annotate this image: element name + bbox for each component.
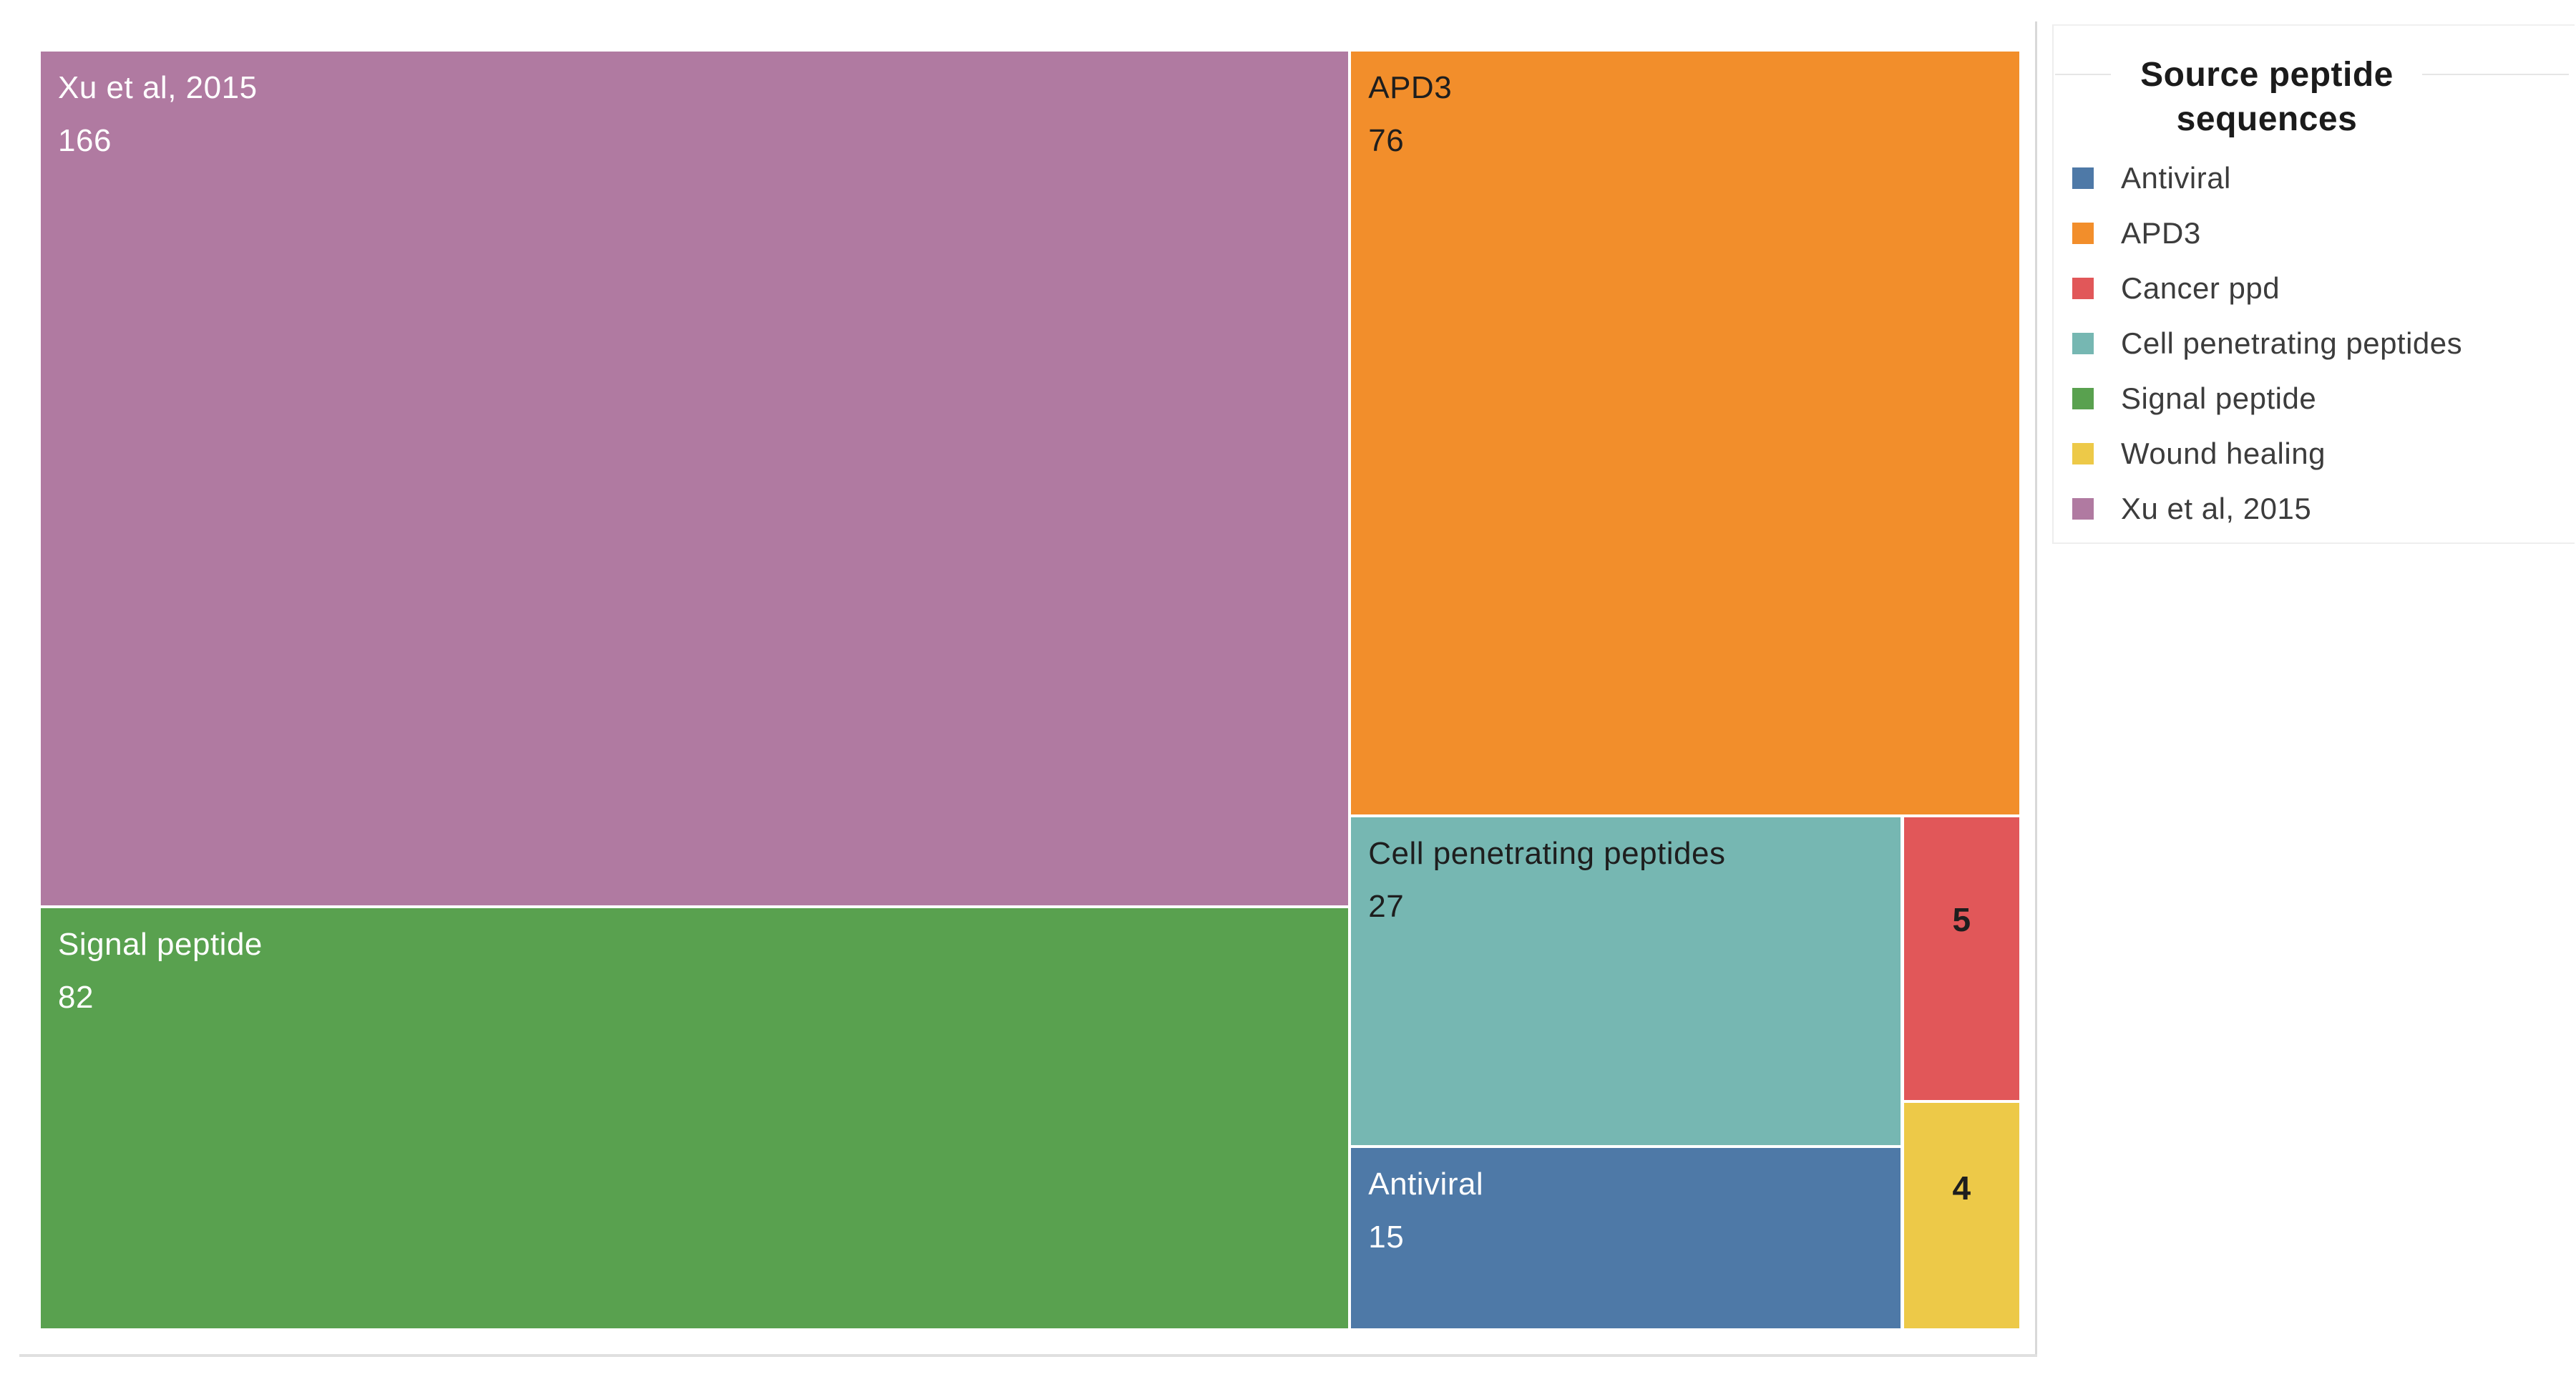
treemap: Xu et al, 2015 166 Signal peptide 82 APD3 76 C…: [39, 50, 2021, 1330]
tile-label: Antiviral 15: [1368, 1158, 1893, 1264]
tile-value-label: 166: [58, 123, 112, 158]
legend-swatch-icon: [2072, 387, 2094, 409]
legend-title-rule-left: [2055, 74, 2111, 75]
legend-title-rule-right: [2422, 74, 2569, 75]
legend-item-cell-penetrating-peptides[interactable]: Cell penetrating peptides: [2072, 316, 2566, 371]
treemap-tile-wound-healing[interactable]: 4: [1903, 1102, 2019, 1328]
legend-item-xu-et-al-2015[interactable]: Xu et al, 2015: [2072, 481, 2566, 536]
legend-item-signal-peptide[interactable]: Signal peptide: [2072, 371, 2566, 426]
legend-item-label: Cell penetrating peptides: [2121, 326, 2463, 360]
legend-swatch-icon: [2072, 167, 2094, 189]
legend-panel-border: [2052, 24, 2575, 544]
legend-item-wound-healing[interactable]: Wound healing: [2072, 426, 2566, 481]
tile-value-label: 27: [1368, 888, 1405, 924]
tile-name-label: Xu et al, 2015: [58, 70, 258, 105]
legend-item-apd3[interactable]: APD3: [2072, 205, 2566, 261]
legend-title: Source peptide sequences: [2052, 53, 2482, 142]
tile-label: Cell penetrating peptides 27: [1368, 827, 1893, 933]
tile-label: Xu et al, 2015 166: [58, 62, 1341, 167]
legend-swatch-icon: [2072, 497, 2094, 520]
treemap-tile-antiviral[interactable]: Antiviral 15: [1351, 1147, 1901, 1328]
tile-value-label: 76: [1368, 123, 1405, 158]
tile-label: APD3 76: [1368, 62, 2012, 167]
legend-title-line2: sequences: [2176, 100, 2358, 138]
chart-legend-separator: [2035, 21, 2037, 1356]
legend-swatch-icon: [2072, 332, 2094, 354]
tile-value-label: 4: [1952, 1169, 1971, 1207]
tile-name-label: Signal peptide: [58, 926, 263, 962]
legend-items: Antiviral APD3 Cancer ppd Cell penetrating …: [2072, 150, 2566, 536]
treemap-tile-signal-peptide[interactable]: Signal peptide 82: [41, 907, 1349, 1328]
legend-item-label: Antiviral: [2121, 160, 2231, 195]
legend-swatch-icon: [2072, 222, 2094, 244]
tile-name-label: Antiviral: [1368, 1166, 1484, 1202]
legend-swatch-icon: [2072, 277, 2094, 299]
chart-bottom-border: [19, 1354, 2037, 1357]
legend-item-label: Cancer ppd: [2121, 271, 2280, 305]
legend-swatch-icon: [2072, 442, 2094, 464]
legend-item-label: Wound healing: [2121, 436, 2326, 470]
tile-name-label: Cell penetrating peptides: [1368, 835, 1726, 871]
treemap-tile-cancer-ppd[interactable]: 5: [1903, 817, 2019, 1100]
treemap-tile-apd3[interactable]: APD3 76: [1351, 52, 2019, 814]
legend-item-label: Xu et al, 2015: [2121, 491, 2312, 525]
legend-item-label: Signal peptide: [2121, 381, 2317, 415]
legend-title-line1: Source peptide: [2140, 56, 2394, 94]
legend-item-antiviral[interactable]: Antiviral: [2072, 150, 2566, 205]
tile-value-label: 82: [58, 979, 94, 1015]
legend-item-cancer-ppd[interactable]: Cancer ppd: [2072, 261, 2566, 316]
tile-value-label: 5: [1952, 901, 1971, 939]
tile-name-label: APD3: [1368, 70, 1453, 105]
tile-value-label: 15: [1368, 1219, 1405, 1255]
tile-label: Signal peptide 82: [58, 918, 1341, 1024]
legend-item-label: APD3: [2121, 215, 2201, 250]
treemap-tile-cell-penetrating-peptides[interactable]: Cell penetrating peptides 27: [1351, 817, 1901, 1145]
treemap-tile-xu-et-al-2015[interactable]: Xu et al, 2015 166: [41, 52, 1349, 905]
